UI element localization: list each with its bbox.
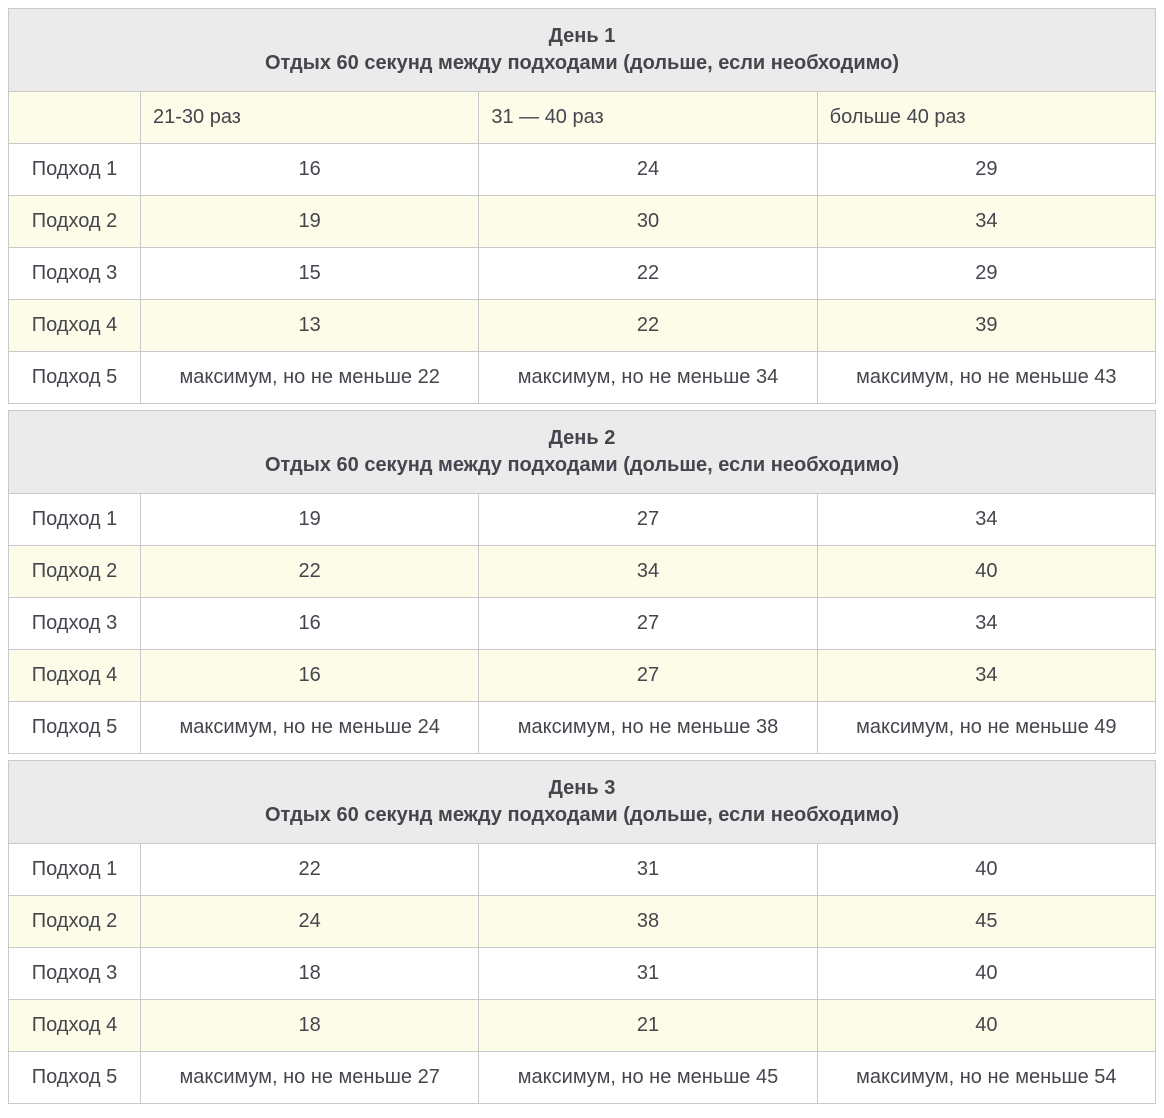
cell: 22 xyxy=(139,545,480,598)
cell: 40 xyxy=(816,843,1157,896)
cell: 24 xyxy=(139,895,480,948)
cell: максимум, но не меньше 22 xyxy=(139,351,480,404)
day-1-header: День 1 Отдых 60 секунд между подходами (… xyxy=(8,8,1156,92)
set-label: Подход 5 xyxy=(8,701,141,754)
cell: максимум, но не меньше 27 xyxy=(139,1051,480,1104)
cell: 18 xyxy=(139,947,480,1000)
cell: 27 xyxy=(478,493,818,546)
day-1-header-row: День 1 Отдых 60 секунд между подходами (… xyxy=(8,8,1156,92)
cell: 16 xyxy=(139,143,480,196)
day-3-header-row: День 3 Отдых 60 секунд между подходами (… xyxy=(8,760,1156,844)
cell: максимум, но не меньше 24 xyxy=(139,701,480,754)
cell: максимум, но не меньше 49 xyxy=(816,701,1157,754)
set-label: Подход 1 xyxy=(8,143,141,196)
cell: максимум, но не меньше 43 xyxy=(816,351,1157,404)
set-label: Подход 4 xyxy=(8,299,141,352)
set-label: Подход 4 xyxy=(8,999,141,1052)
cell: 29 xyxy=(816,143,1157,196)
cell: 13 xyxy=(139,299,480,352)
day-2-table: День 2 Отдых 60 секунд между подходами (… xyxy=(8,410,1157,754)
cell: 19 xyxy=(139,493,480,546)
set-label: Подход 1 xyxy=(8,843,141,896)
cell: 34 xyxy=(816,493,1157,546)
cell: 27 xyxy=(478,597,818,650)
cell: 31 xyxy=(478,947,818,1000)
cell: 24 xyxy=(478,143,818,196)
cell: максимум, но не меньше 45 xyxy=(478,1051,818,1104)
table-row: Подход 1 22 31 40 xyxy=(8,843,1157,896)
day-2-subtitle: Отдых 60 секунд между подходами (дольше,… xyxy=(264,454,900,476)
cell: максимум, но не меньше 54 xyxy=(816,1051,1157,1104)
day-2-header-row: День 2 Отдых 60 секунд между подходами (… xyxy=(8,410,1156,494)
cell: 34 xyxy=(478,545,818,598)
column-header-row: 21-30 раз 31 — 40 раз больше 40 раз xyxy=(8,91,1157,144)
day-1-title: День 1 xyxy=(548,25,616,47)
cell: 18 xyxy=(139,999,480,1052)
set-label: Подход 3 xyxy=(8,247,141,300)
table-row: Подход 5 максимум, но не меньше 22 макси… xyxy=(8,351,1157,404)
day-1-subtitle: Отдых 60 секунд между подходами (дольше,… xyxy=(264,52,900,74)
day-3-title: День 3 xyxy=(548,777,616,799)
day-3-table: День 3 Отдых 60 секунд между подходами (… xyxy=(8,760,1157,1104)
set-label: Подход 2 xyxy=(8,895,141,948)
cell: максимум, но не меньше 38 xyxy=(478,701,818,754)
table-row: Подход 2 22 34 40 xyxy=(8,545,1157,598)
column-header-31-40: 31 — 40 раз xyxy=(478,91,818,144)
set-label: Подход 4 xyxy=(8,649,141,702)
cell: 34 xyxy=(816,649,1157,702)
cell: 40 xyxy=(816,999,1157,1052)
table-row: Подход 3 15 22 29 xyxy=(8,247,1157,300)
column-header-over-40: больше 40 раз xyxy=(816,91,1157,144)
cell: 22 xyxy=(478,299,818,352)
day-3-subtitle: Отдых 60 секунд между подходами (дольше,… xyxy=(264,804,900,826)
cell: 21 xyxy=(478,999,818,1052)
set-label: Подход 5 xyxy=(8,1051,141,1104)
cell: 15 xyxy=(139,247,480,300)
cell: 45 xyxy=(816,895,1157,948)
cell: 22 xyxy=(478,247,818,300)
set-label: Подход 3 xyxy=(8,597,141,650)
cell: 30 xyxy=(478,195,818,248)
table-row: Подход 2 19 30 34 xyxy=(8,195,1157,248)
table-row: Подход 5 максимум, но не меньше 24 макси… xyxy=(8,701,1157,754)
day-3-header: День 3 Отдых 60 секунд между подходами (… xyxy=(8,760,1156,844)
cell: 22 xyxy=(139,843,480,896)
cell: 16 xyxy=(139,597,480,650)
table-row: Подход 4 13 22 39 xyxy=(8,299,1157,352)
cell: 29 xyxy=(816,247,1157,300)
column-header-empty xyxy=(8,91,141,144)
table-row: Подход 3 16 27 34 xyxy=(8,597,1157,650)
set-label: Подход 3 xyxy=(8,947,141,1000)
table-row: Подход 4 16 27 34 xyxy=(8,649,1157,702)
table-row: Подход 2 24 38 45 xyxy=(8,895,1157,948)
day-1-table: День 1 Отдых 60 секунд между подходами (… xyxy=(8,8,1157,404)
set-label: Подход 1 xyxy=(8,493,141,546)
table-row: Подход 3 18 31 40 xyxy=(8,947,1157,1000)
cell: 16 xyxy=(139,649,480,702)
set-label: Подход 5 xyxy=(8,351,141,404)
cell: 31 xyxy=(478,843,818,896)
table-row: Подход 5 максимум, но не меньше 27 макси… xyxy=(8,1051,1157,1104)
table-row: Подход 1 19 27 34 xyxy=(8,493,1157,546)
cell: 40 xyxy=(816,545,1157,598)
table-row: Подход 4 18 21 40 xyxy=(8,999,1157,1052)
cell: 38 xyxy=(478,895,818,948)
day-2-header: День 2 Отдых 60 секунд между подходами (… xyxy=(8,410,1156,494)
cell: 34 xyxy=(816,195,1157,248)
cell: максимум, но не меньше 34 xyxy=(478,351,818,404)
cell: 39 xyxy=(816,299,1157,352)
set-label: Подход 2 xyxy=(8,195,141,248)
table-row: Подход 1 16 24 29 xyxy=(8,143,1157,196)
set-label: Подход 2 xyxy=(8,545,141,598)
cell: 19 xyxy=(139,195,480,248)
cell: 34 xyxy=(816,597,1157,650)
day-2-title: День 2 xyxy=(548,427,616,449)
column-header-21-30: 21-30 раз xyxy=(139,91,480,144)
cell: 40 xyxy=(816,947,1157,1000)
cell: 27 xyxy=(478,649,818,702)
